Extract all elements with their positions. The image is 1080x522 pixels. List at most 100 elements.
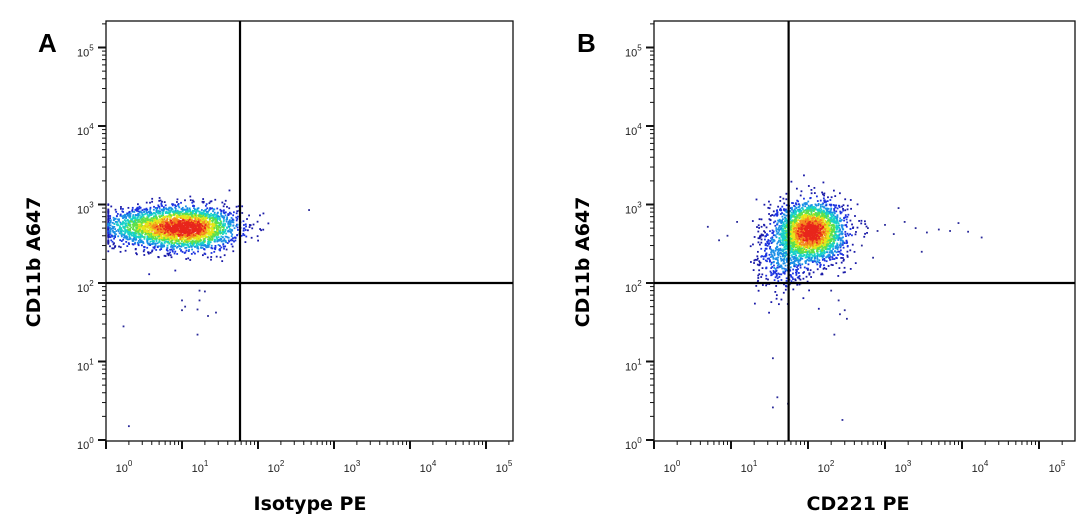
event-dot: [836, 218, 838, 221]
event-dot: [224, 199, 227, 202]
event-dot: [201, 230, 203, 233]
event-dot: [158, 215, 161, 218]
event-dot: [141, 230, 144, 233]
event-dot: [160, 208, 163, 211]
event-dot: [142, 231, 145, 234]
event-dot: [170, 256, 173, 259]
event-dot: [135, 236, 138, 239]
event-dot: [227, 222, 230, 225]
event-dot: [163, 234, 166, 237]
event-dot: [791, 208, 793, 211]
event-dot: [151, 249, 154, 252]
event-dot: [149, 201, 151, 204]
event-dot: [807, 204, 810, 207]
event-dot: [216, 221, 219, 224]
event-dot: [128, 216, 131, 219]
event-dot: [193, 229, 195, 232]
event-dot: [179, 248, 181, 250]
event-dot: [262, 228, 265, 231]
event-dot: [174, 206, 176, 209]
event-dot: [152, 241, 155, 243]
event-dot: [166, 246, 169, 249]
event-dot: [201, 235, 203, 237]
event-dot: [154, 232, 156, 235]
event-dot: [129, 216, 132, 219]
event-dot: [123, 227, 126, 230]
event-dot: [226, 242, 229, 244]
event-dot: [156, 207, 158, 209]
event-dot: [202, 218, 205, 221]
event-dot: [109, 217, 112, 219]
event-dot: [189, 230, 191, 233]
event-dot: [169, 248, 172, 251]
event-dot: [229, 223, 231, 225]
event-dot: [151, 197, 154, 200]
event-dot: [191, 211, 194, 213]
event-dot: [825, 211, 828, 214]
event-dot: [803, 248, 805, 251]
event-dot: [176, 214, 179, 217]
event-dot: [199, 227, 202, 229]
event-dot: [813, 259, 816, 262]
event-dot: [227, 236, 230, 239]
event-dot: [221, 201, 224, 204]
event-dot: [241, 205, 244, 208]
event-dot: [113, 231, 116, 234]
event-dot: [140, 234, 143, 237]
event-dot: [143, 246, 146, 248]
event-dot: [211, 230, 214, 233]
event-dot: [107, 220, 110, 223]
event-dot: [184, 208, 186, 211]
event-dot: [229, 220, 232, 223]
event-dot: [157, 245, 160, 248]
event-dot: [160, 215, 163, 217]
event-dot: [152, 226, 155, 228]
event-dot: [198, 222, 201, 225]
event-dot: [193, 214, 196, 217]
event-dot: [801, 226, 804, 229]
event-dot: [129, 220, 132, 222]
event-dot: [825, 217, 828, 219]
event-dot: [108, 222, 111, 224]
event-dot: [197, 233, 200, 235]
event-dot: [138, 205, 141, 208]
event-dot: [109, 219, 112, 222]
event-dot: [185, 240, 187, 243]
event-dot: [155, 214, 157, 217]
event-dot: [169, 220, 172, 223]
event-dot: [766, 260, 768, 263]
event-dot: [190, 229, 192, 231]
event-dot: [147, 242, 150, 245]
event-dot: [195, 217, 198, 220]
event-dot: [839, 242, 842, 245]
event-dot: [221, 236, 224, 239]
event-dot: [129, 229, 132, 232]
event-dot: [219, 232, 222, 235]
event-dot: [820, 235, 823, 238]
event-dot: [175, 211, 177, 214]
event-dot: [174, 250, 177, 253]
event-dot: [190, 235, 193, 238]
event-dot: [208, 225, 211, 227]
event-dot: [151, 219, 153, 222]
event-dot: [215, 255, 218, 258]
event-dot: [807, 242, 810, 245]
event-dot: [201, 219, 204, 222]
event-dot: [137, 214, 139, 217]
event-dot: [823, 194, 825, 197]
event-dot: [161, 200, 163, 203]
event-dot: [184, 215, 186, 218]
event-dot: [821, 256, 824, 259]
event-dot: [174, 245, 177, 248]
event-dot: [154, 212, 156, 215]
event-dot: [173, 245, 175, 248]
event-dot: [177, 220, 180, 223]
event-dot: [813, 256, 816, 259]
event-dot: [215, 224, 218, 227]
event-dot: [845, 224, 848, 226]
event-dot: [812, 247, 815, 250]
event-dot: [213, 208, 216, 211]
event-dot: [235, 205, 238, 208]
event-dot: [248, 224, 251, 226]
event-dot: [107, 212, 110, 215]
